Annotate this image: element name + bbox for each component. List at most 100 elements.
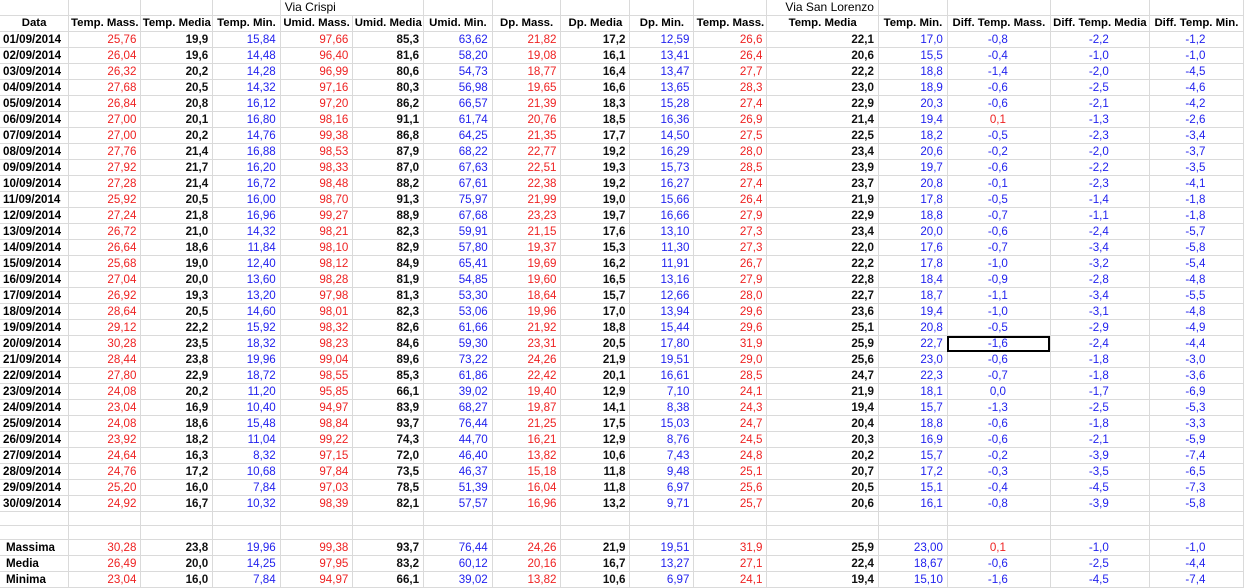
data-cell[interactable]: 20,2 xyxy=(140,383,214,400)
date-cell[interactable]: 18/09/2014 xyxy=(0,303,70,320)
cell[interactable] xyxy=(947,0,1051,16)
empty-cell[interactable] xyxy=(560,525,631,540)
data-cell[interactable]: 17,8 xyxy=(878,191,948,208)
data-cell[interactable]: 13,20 xyxy=(212,287,281,304)
data-cell[interactable]: -4,1 xyxy=(1149,175,1244,192)
data-cell[interactable]: 27,3 xyxy=(693,239,768,256)
data-cell[interactable]: 13,10 xyxy=(629,223,695,240)
data-cell[interactable]: 27,4 xyxy=(693,95,768,112)
data-cell[interactable]: -2,0 xyxy=(1050,63,1150,80)
data-cell[interactable]: 16,21 xyxy=(492,431,562,448)
data-cell[interactable]: 15,7 xyxy=(878,399,948,416)
data-cell[interactable]: 93,7 xyxy=(352,415,425,432)
data-cell[interactable]: 16,0 xyxy=(140,479,214,496)
column-header[interactable]: Umid. Mass. xyxy=(280,15,354,32)
data-cell[interactable]: 61,66 xyxy=(423,319,493,336)
data-cell[interactable]: 16,66 xyxy=(629,207,695,224)
data-cell[interactable]: -5,9 xyxy=(1149,431,1244,448)
empty-cell[interactable] xyxy=(423,511,493,526)
data-cell[interactable]: -3,2 xyxy=(1050,255,1150,272)
date-cell[interactable]: 26/09/2014 xyxy=(0,431,70,448)
data-cell[interactable]: 27,1 xyxy=(693,555,768,572)
data-cell[interactable]: 29,6 xyxy=(693,303,768,320)
data-cell[interactable]: 76,44 xyxy=(423,415,493,432)
data-cell[interactable]: -4,8 xyxy=(1149,271,1244,288)
empty-cell[interactable] xyxy=(1149,511,1244,526)
data-cell[interactable]: 18,2 xyxy=(878,127,948,144)
date-cell[interactable]: 06/09/2014 xyxy=(0,111,70,128)
selected-cell[interactable]: -1,6 xyxy=(947,335,1051,352)
data-cell[interactable]: 20,7 xyxy=(766,463,879,480)
date-cell[interactable]: 09/09/2014 xyxy=(0,159,70,176)
data-cell[interactable]: 24,5 xyxy=(693,431,768,448)
data-cell[interactable]: 15,73 xyxy=(629,159,695,176)
data-cell[interactable]: 22,2 xyxy=(140,319,214,336)
data-cell[interactable]: 25,1 xyxy=(693,463,768,480)
data-cell[interactable]: 65,41 xyxy=(423,255,493,272)
data-cell[interactable]: 17,7 xyxy=(560,127,631,144)
data-cell[interactable]: -1,8 xyxy=(1050,415,1150,432)
data-cell[interactable]: 19,4 xyxy=(878,111,948,128)
date-cell[interactable]: 04/09/2014 xyxy=(0,79,70,96)
data-cell[interactable]: 18,77 xyxy=(492,63,562,80)
data-cell[interactable]: 25,7 xyxy=(693,495,768,512)
data-cell[interactable]: 24,7 xyxy=(766,367,879,384)
data-cell[interactable]: 97,15 xyxy=(280,447,354,464)
data-cell[interactable]: 9,48 xyxy=(629,463,695,480)
data-cell[interactable]: 16,9 xyxy=(140,399,214,416)
data-cell[interactable]: 31,9 xyxy=(693,539,768,556)
data-cell[interactable]: 15,10 xyxy=(878,571,948,588)
data-cell[interactable]: -4,4 xyxy=(1149,555,1244,572)
data-cell[interactable]: 20,2 xyxy=(766,447,879,464)
data-cell[interactable]: 17,8 xyxy=(878,255,948,272)
empty-cell[interactable] xyxy=(68,511,142,526)
data-cell[interactable]: 22,2 xyxy=(766,63,879,80)
data-cell[interactable]: 22,1 xyxy=(766,31,879,48)
data-cell[interactable]: 19,37 xyxy=(492,239,562,256)
data-cell[interactable]: 8,32 xyxy=(212,447,281,464)
data-cell[interactable]: 19,2 xyxy=(560,175,631,192)
data-cell[interactable]: 27,00 xyxy=(68,127,142,144)
data-cell[interactable]: 6,97 xyxy=(629,479,695,496)
data-cell[interactable]: 18,6 xyxy=(140,239,214,256)
data-cell[interactable]: -2,3 xyxy=(1050,127,1150,144)
data-cell[interactable]: 21,35 xyxy=(492,127,562,144)
data-cell[interactable]: 23,7 xyxy=(766,175,879,192)
data-cell[interactable]: 83,9 xyxy=(352,399,425,416)
cell[interactable] xyxy=(693,0,768,16)
data-cell[interactable]: 28,5 xyxy=(693,367,768,384)
data-cell[interactable]: 12,9 xyxy=(560,431,631,448)
data-cell[interactable]: 98,16 xyxy=(280,111,354,128)
data-cell[interactable]: 88,2 xyxy=(352,175,425,192)
data-cell[interactable]: 10,32 xyxy=(212,495,281,512)
empty-cell[interactable] xyxy=(766,525,879,540)
data-cell[interactable]: 96,40 xyxy=(280,47,354,64)
data-cell[interactable]: -3,0 xyxy=(1149,351,1244,368)
data-cell[interactable]: 16,12 xyxy=(212,95,281,112)
data-cell[interactable]: 18,64 xyxy=(492,287,562,304)
data-cell[interactable]: 24,08 xyxy=(68,415,142,432)
data-cell[interactable]: 73,22 xyxy=(423,351,493,368)
data-cell[interactable]: 98,33 xyxy=(280,159,354,176)
data-cell[interactable]: 26,7 xyxy=(693,255,768,272)
data-cell[interactable]: 16,4 xyxy=(560,63,631,80)
cell[interactable] xyxy=(629,0,695,16)
data-cell[interactable]: 26,4 xyxy=(693,47,768,64)
data-cell[interactable]: -2,1 xyxy=(1050,95,1150,112)
data-cell[interactable]: 16,6 xyxy=(560,79,631,96)
data-cell[interactable]: 23,23 xyxy=(492,207,562,224)
data-cell[interactable]: -4,2 xyxy=(1149,95,1244,112)
data-cell[interactable]: 20,1 xyxy=(140,111,214,128)
data-cell[interactable]: 14,76 xyxy=(212,127,281,144)
data-cell[interactable]: 8,76 xyxy=(629,431,695,448)
empty-cell[interactable] xyxy=(352,525,425,540)
data-cell[interactable]: 16,04 xyxy=(492,479,562,496)
data-cell[interactable]: -4,8 xyxy=(1149,303,1244,320)
data-cell[interactable]: 22,2 xyxy=(766,255,879,272)
data-cell[interactable]: 22,9 xyxy=(766,95,879,112)
data-cell[interactable]: 16,88 xyxy=(212,143,281,160)
data-cell[interactable]: 20,0 xyxy=(140,271,214,288)
data-cell[interactable]: 68,22 xyxy=(423,143,493,160)
data-cell[interactable]: -3,3 xyxy=(1149,415,1244,432)
data-cell[interactable]: 13,60 xyxy=(212,271,281,288)
